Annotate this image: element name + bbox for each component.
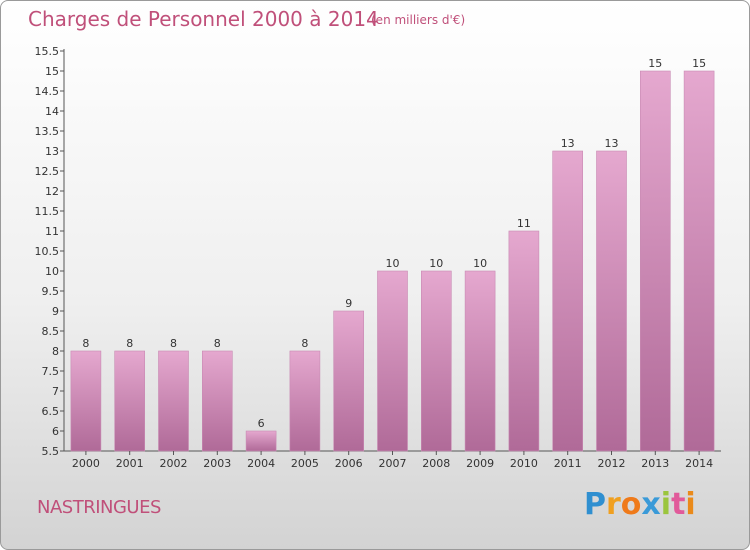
y-tick-label: 13.5 [35,125,60,138]
y-tick-label: 7 [52,385,59,398]
y-tick-label: 8.5 [42,325,60,338]
y-tick-label: 11 [45,225,59,238]
data-label: 9 [345,297,352,310]
y-tick-label: 6 [52,425,59,438]
y-tick-label: 14 [45,105,59,118]
data-label: 13 [561,137,575,150]
logo-letter: i [660,487,672,522]
bar [333,310,365,452]
y-tick-label: 9 [52,305,59,318]
data-label: 11 [517,217,531,230]
y-tick-label: 13 [45,145,59,158]
x-tick-label: 2001 [116,457,144,470]
data-label: 8 [301,337,308,350]
logo-letter: t [671,487,686,522]
data-label: 10 [429,257,443,270]
bar [158,350,189,452]
y-tick-label: 12.5 [35,165,60,178]
y-tick-label: 12 [45,185,59,198]
x-tick-label: 2008 [422,457,450,470]
x-tick-label: 2013 [641,457,669,470]
bar [245,430,277,452]
x-tick-label: 2002 [160,457,188,470]
data-label: 8 [214,337,221,350]
x-tick-label: 2009 [466,457,494,470]
y-tick-label: 15.5 [35,45,60,58]
data-label: 13 [605,137,619,150]
y-tick-label: 14.5 [35,85,60,98]
bar [683,70,715,452]
x-tick-label: 2010 [510,457,538,470]
bar [202,350,233,452]
x-tick-label: 2003 [203,457,231,470]
bar [289,350,321,452]
y-tick-label: 6.5 [42,405,60,418]
bar [508,230,540,452]
chart-subtitle: (en milliers d'€) [371,13,466,27]
logo-letter: o [620,487,642,522]
x-tick-label: 2014 [685,457,713,470]
chart-title: Charges de Personnel 2000 à 2014 [28,7,379,31]
data-label: 10 [386,257,400,270]
data-label: 10 [473,257,487,270]
y-tick-label: 15 [45,65,59,78]
logo-letter: r [606,487,621,522]
x-tick-label: 2000 [72,457,100,470]
x-tick-label: 2004 [247,457,275,470]
data-label: 8 [126,337,133,350]
x-tick-label: 2005 [291,457,319,470]
y-tick-label: 11.5 [35,205,60,218]
proxiti-logo: Proxiti [584,487,696,522]
data-label: 8 [82,337,89,350]
logo-letter: P [584,487,606,522]
bar [596,150,627,452]
bar [70,350,102,452]
data-label: 15 [648,57,662,70]
logo-letter: i [685,487,696,522]
x-tick-label: 2007 [379,457,407,470]
x-tick-label: 2006 [335,457,363,470]
bar [464,270,496,452]
y-tick-label: 10.5 [35,245,60,258]
data-label: 6 [258,417,265,430]
bar [377,270,408,452]
y-tick-label: 9.5 [42,285,60,298]
y-tick-label: 8 [52,345,59,358]
y-tick-label: 7.5 [42,365,60,378]
bar [552,150,584,452]
bar [114,350,145,452]
y-tick-label: 10 [45,265,59,278]
bar [420,270,452,452]
bar [639,70,671,452]
data-label: 8 [170,337,177,350]
x-tick-label: 2012 [598,457,626,470]
town-name: NASTRINGUES [37,497,161,518]
y-tick-label: 5.5 [42,445,60,458]
logo-letter: x [641,487,661,522]
x-tick-label: 2011 [554,457,582,470]
data-label: 15 [692,57,706,70]
